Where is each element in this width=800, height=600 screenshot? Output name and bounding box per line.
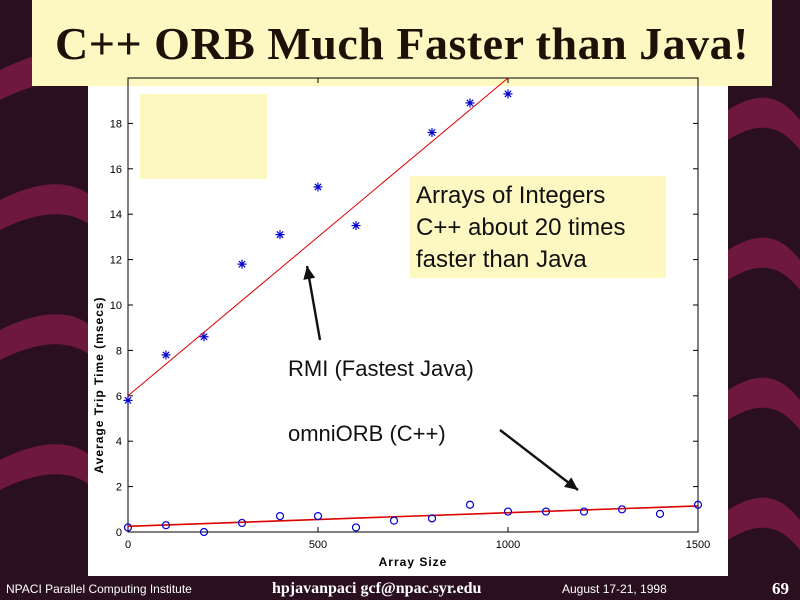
rmi-point bbox=[351, 221, 361, 231]
rmi-point bbox=[313, 182, 323, 192]
asterisk-stroke bbox=[466, 99, 474, 107]
omniorb-point bbox=[123, 523, 133, 532]
footer-date: August 17-21, 1998 bbox=[562, 582, 667, 596]
asterisk-stroke bbox=[162, 351, 170, 359]
omniorb-point bbox=[465, 500, 475, 509]
y-tick-label: 12 bbox=[110, 255, 122, 267]
omniorb-point bbox=[427, 514, 437, 523]
slide-title: C++ ORB Much Faster than Java! bbox=[55, 17, 749, 69]
y-tick-label: 16 bbox=[110, 164, 122, 176]
omniorb-point bbox=[389, 516, 399, 525]
rmi-point bbox=[503, 89, 513, 99]
asterisk-stroke bbox=[238, 260, 246, 268]
y-tick-label: 8 bbox=[116, 345, 122, 357]
rmi-arrow-head bbox=[303, 266, 316, 280]
rmi-label: RMI (Fastest Java) bbox=[288, 356, 474, 381]
omniorb-fit-line bbox=[127, 505, 699, 528]
y-tick-label: 2 bbox=[116, 482, 122, 494]
x-axis-label: Array Size bbox=[379, 555, 448, 569]
y-tick-label: 6 bbox=[116, 391, 122, 403]
x-tick-label: 1000 bbox=[496, 539, 520, 551]
title-banner: C++ ORB Much Faster than Java! bbox=[32, 0, 772, 86]
note-line: C++ about 20 times bbox=[416, 214, 626, 241]
omniorb-point bbox=[541, 507, 551, 516]
y-axis-label: Average Trip Time (msecs) bbox=[92, 296, 106, 473]
x-tick-label: 1500 bbox=[686, 539, 710, 551]
omniorb-point bbox=[617, 505, 627, 514]
rmi-point bbox=[237, 259, 247, 269]
footer-institute: NPACI Parallel Computing Institute bbox=[6, 582, 192, 596]
y-tick-label: 14 bbox=[110, 209, 122, 221]
omniorb-point bbox=[313, 512, 323, 521]
note-line: faster than Java bbox=[416, 246, 587, 273]
omniorb-label: omniORB (C++) bbox=[288, 421, 446, 446]
omniorb-point bbox=[579, 507, 589, 516]
x-tick-label: 0 bbox=[125, 539, 131, 551]
omniorb-point bbox=[655, 509, 665, 518]
y-tick-label: 0 bbox=[116, 527, 122, 539]
rmi-point bbox=[161, 350, 171, 360]
asterisk-stroke bbox=[276, 231, 284, 239]
omniorb-point bbox=[237, 518, 247, 528]
omniorb-point bbox=[161, 521, 171, 530]
asterisk-stroke bbox=[314, 183, 322, 191]
omniorb-arrow bbox=[499, 429, 579, 491]
rmi-point bbox=[427, 127, 437, 137]
footer-page-number: 69 bbox=[772, 579, 789, 598]
y-tick-label: 4 bbox=[116, 436, 122, 448]
rmi-point bbox=[123, 395, 133, 405]
rmi-point bbox=[275, 230, 285, 240]
footer-course-email: hpjavanpaci gcf@npac.syr.edu bbox=[272, 580, 482, 597]
omniorb-arrow-head bbox=[564, 477, 578, 490]
asterisk-stroke bbox=[200, 333, 208, 341]
omniorb-point bbox=[693, 500, 703, 509]
highlight-patch bbox=[140, 94, 267, 179]
rmi-fit-line bbox=[127, 77, 509, 397]
y-tick-label: 18 bbox=[110, 118, 122, 130]
note-box: Arrays of Integers C++ about 20 times fa… bbox=[410, 176, 666, 278]
y-tick-label: 10 bbox=[110, 300, 122, 312]
note-line: Arrays of Integers bbox=[416, 182, 606, 209]
omniorb-point bbox=[351, 523, 361, 532]
asterisk-stroke bbox=[124, 396, 132, 404]
rmi-point bbox=[199, 332, 209, 342]
asterisk-stroke bbox=[504, 90, 512, 98]
rmi-point bbox=[465, 98, 475, 108]
omniorb-point bbox=[199, 527, 209, 537]
asterisk-stroke bbox=[428, 128, 436, 137]
x-tick-label: 500 bbox=[309, 539, 327, 551]
omniorb-point bbox=[503, 507, 513, 516]
asterisk-stroke bbox=[352, 221, 360, 230]
omniorb-point bbox=[275, 512, 285, 521]
